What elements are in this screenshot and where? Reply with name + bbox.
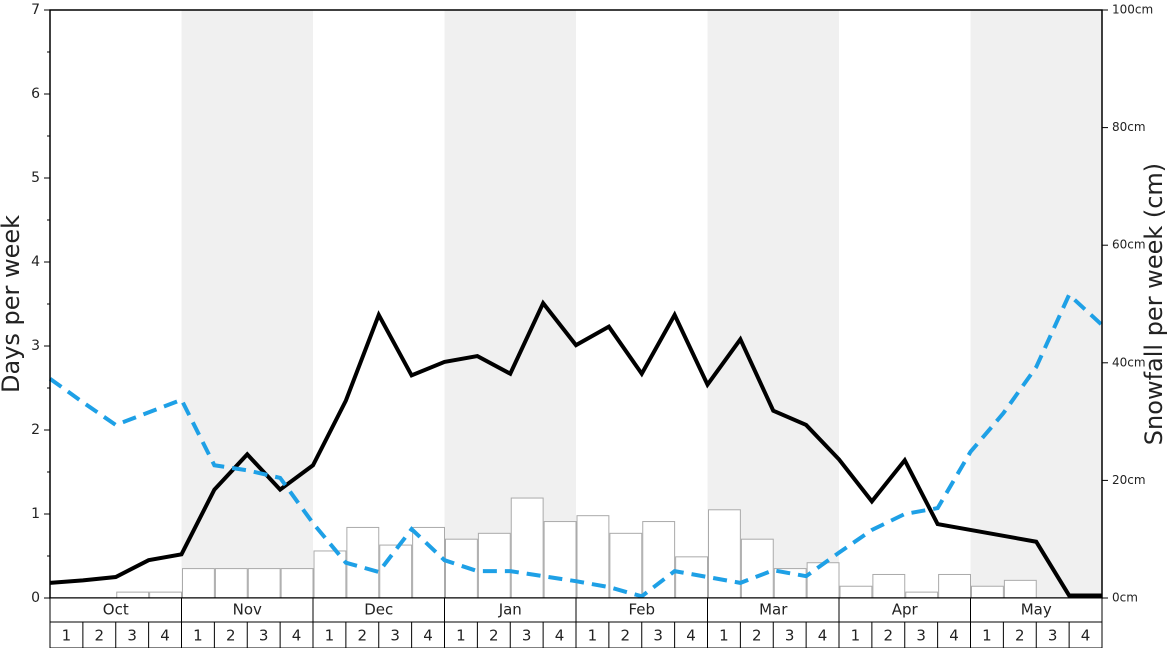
line <box>48 291 1104 599</box>
bar <box>477 532 511 599</box>
y-tick-label: 0 <box>31 590 40 606</box>
bar <box>510 497 544 599</box>
x-tick-label: 4 <box>949 627 959 645</box>
month-label: Feb <box>628 601 655 619</box>
month-label: Nov <box>233 601 262 619</box>
line <box>49 299 1102 598</box>
x-tick-label: 2 <box>489 627 499 645</box>
bar <box>280 568 314 599</box>
bar <box>214 568 248 599</box>
month-label: Dec <box>364 601 393 619</box>
y2-tick-label: 60cm <box>1112 238 1146 252</box>
y-tick-label: 7 <box>31 2 40 18</box>
y2-tick-label: 80cm <box>1112 120 1146 134</box>
x-tick-label: 2 <box>95 627 105 645</box>
x-tick-label: 1 <box>851 627 861 645</box>
month-shade <box>970 10 1102 598</box>
y-tick-label: 1 <box>31 506 40 522</box>
bar <box>872 573 906 599</box>
x-tick-label: 1 <box>982 627 992 645</box>
month-label: Jan <box>498 601 522 619</box>
bar <box>1003 579 1037 599</box>
month-label: Mar <box>759 601 788 619</box>
y-tick-label: 6 <box>31 86 40 102</box>
x-tick-label: 3 <box>522 627 532 645</box>
x-tick-label: 1 <box>325 627 335 645</box>
y-tick-label: 2 <box>31 422 40 438</box>
x-tick-label: 4 <box>1081 627 1091 645</box>
bar <box>938 573 971 599</box>
x-tick-label: 2 <box>752 627 762 645</box>
y-tick-label: 3 <box>31 338 40 354</box>
bar <box>149 591 182 599</box>
y-tick-label: 5 <box>31 170 40 186</box>
x-tick-label: 3 <box>390 627 400 645</box>
month-label: Oct <box>103 601 129 619</box>
x-tick-label: 3 <box>785 627 795 645</box>
x-tick-label: 3 <box>653 627 663 645</box>
x-tick-label: 2 <box>884 627 894 645</box>
bar <box>839 585 873 599</box>
x-tick-label: 4 <box>818 627 828 645</box>
bar <box>905 591 939 599</box>
month-label: Apr <box>892 601 919 619</box>
bar <box>412 526 445 599</box>
month-shade <box>707 10 839 598</box>
y2-axis-title: Snowfall per week (cm) <box>1140 163 1168 445</box>
bar <box>806 562 840 599</box>
x-tick-label: 4 <box>555 627 565 645</box>
y2-tick-label: 0cm <box>1112 591 1138 605</box>
bar <box>971 585 1004 599</box>
month-label: May <box>1021 601 1052 619</box>
x-tick-label: 4 <box>160 627 170 645</box>
y2-tick-label: 20cm <box>1112 473 1146 487</box>
y-axis-title: Days per week <box>0 215 25 393</box>
x-tick-label: 3 <box>1048 627 1058 645</box>
bar <box>708 509 741 599</box>
bar <box>182 568 215 599</box>
x-tick-label: 3 <box>127 627 137 645</box>
bar <box>247 568 281 599</box>
bar <box>543 521 577 599</box>
x-tick-label: 2 <box>358 627 368 645</box>
x-tick-label: 2 <box>621 627 631 645</box>
x-tick-label: 1 <box>719 627 729 645</box>
x-tick-label: 3 <box>916 627 926 645</box>
bar <box>740 538 774 599</box>
x-tick-label: 4 <box>423 627 433 645</box>
x-tick-label: 1 <box>62 627 72 645</box>
x-tick-label: 4 <box>292 627 302 645</box>
x-tick-label: 1 <box>588 627 598 645</box>
bar <box>379 544 413 599</box>
bar <box>313 550 347 599</box>
x-tick-label: 2 <box>1015 627 1025 645</box>
x-tick-label: 2 <box>226 627 236 645</box>
month-shade <box>444 10 576 598</box>
y2-tick-label: 100cm <box>1112 3 1153 17</box>
bar <box>642 521 676 599</box>
x-tick-label: 4 <box>686 627 696 645</box>
y2-tick-label: 40cm <box>1112 355 1146 369</box>
bar <box>116 591 150 599</box>
x-tick-label: 1 <box>456 627 466 645</box>
x-tick-label: 1 <box>193 627 203 645</box>
y-tick-label: 4 <box>31 254 40 270</box>
x-tick-label: 3 <box>259 627 269 645</box>
month-shade <box>181 10 313 598</box>
